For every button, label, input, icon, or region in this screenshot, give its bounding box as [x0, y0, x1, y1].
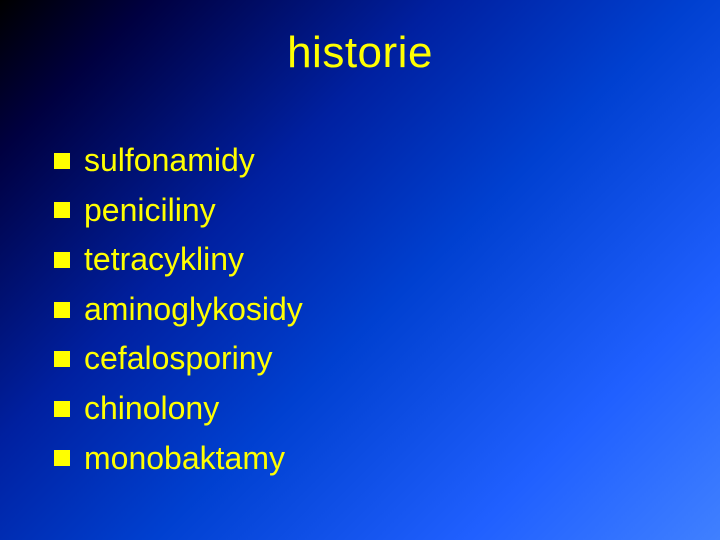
list-item: monobaktamy	[54, 438, 303, 480]
square-bullet-icon	[54, 401, 70, 417]
list-item-label: cefalosporiny	[84, 338, 273, 380]
list-item-label: chinolony	[84, 388, 219, 430]
list-item-label: tetracykliny	[84, 239, 244, 281]
square-bullet-icon	[54, 351, 70, 367]
square-bullet-icon	[54, 153, 70, 169]
list-item: cefalosporiny	[54, 338, 303, 380]
list-item-label: monobaktamy	[84, 438, 285, 480]
slide: historie sulfonamidy peniciliny tetracyk…	[0, 0, 720, 540]
square-bullet-icon	[54, 302, 70, 318]
list-item: chinolony	[54, 388, 303, 430]
bullet-list: sulfonamidy peniciliny tetracykliny amin…	[54, 140, 303, 487]
list-item-label: sulfonamidy	[84, 140, 255, 182]
slide-title: historie	[0, 28, 720, 78]
square-bullet-icon	[54, 450, 70, 466]
list-item-label: aminoglykosidy	[84, 289, 303, 331]
list-item: sulfonamidy	[54, 140, 303, 182]
square-bullet-icon	[54, 202, 70, 218]
list-item-label: peniciliny	[84, 190, 216, 232]
square-bullet-icon	[54, 252, 70, 268]
list-item: aminoglykosidy	[54, 289, 303, 331]
list-item: tetracykliny	[54, 239, 303, 281]
list-item: peniciliny	[54, 190, 303, 232]
